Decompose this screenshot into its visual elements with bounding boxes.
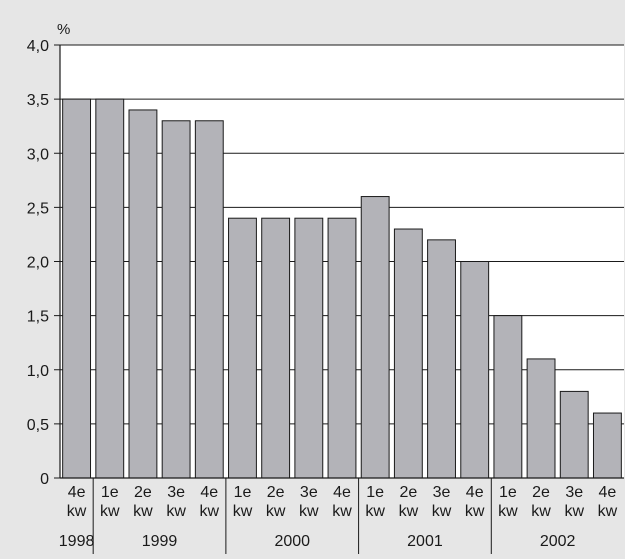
y-tick-label: 1,0 [27,363,49,380]
x-tick-label-quarter: 3e [300,484,318,501]
x-tick-label-quarter: 4e [333,484,351,501]
bar [228,217,257,479]
x-tick-label-sub: kw [564,503,584,520]
bar [95,98,125,479]
x-tick-label-quarter: 3e [167,484,185,501]
y-tick-label: 0,5 [27,417,49,434]
bar [194,120,224,479]
bar [360,196,390,479]
y-tick-label: 4,0 [27,38,49,55]
bars [62,98,622,479]
y-tick-label: 3,0 [27,146,49,163]
y-tick-label: 3,5 [27,92,49,109]
bar [294,217,324,479]
y-tick-labels: 0 0,5 1,0 1,5 2,0 2,5 3,0 3,5 4,0 [27,38,49,488]
x-tick-label-quarter: 2e [532,484,550,501]
x-tick-label-quarter: 4e [466,484,484,501]
x-tick-label-quarter: 1e [366,484,384,501]
x-tick-label-quarter: 4e [68,484,86,501]
x-tick-label-sub: kw [233,503,253,520]
x-tick-label-quarter: 3e [433,484,451,501]
x-tick-label-quarter: 2e [134,484,152,501]
bar [493,315,523,479]
x-tick-label-sub: kw [266,503,286,520]
axes [54,44,624,554]
x-tick-label-sub: kw [465,503,485,520]
x-tick-label-sub: kw [166,503,186,520]
x-tick-label-quarter: 1e [101,484,119,501]
x-tick-label-sub: kw [365,503,385,520]
x-tick-label-quarter: 2e [399,484,417,501]
x-tick-label-quarter: 1e [499,484,517,501]
bar [393,228,423,479]
x-tick-label-quarter: 4e [200,484,218,501]
bar [62,98,92,479]
bar [526,358,556,479]
bar [460,261,490,479]
year-label: 2001 [407,533,443,550]
x-tick-label-sub: kw [299,503,319,520]
year-label: 2000 [274,533,310,550]
year-label: 1999 [142,533,178,550]
x-tick-label-sub: kw [498,503,518,520]
y-tick-label: 1,5 [27,309,49,326]
x-tick-label-sub: kw [200,503,220,520]
y-tick-label: 0 [40,471,49,488]
x-tick-label-sub: kw [531,503,551,520]
x-tick-labels: 4e kw 1e kw 2e kw 3e kw 4e kw 1e kw 2e kw 3e kw 4e kw 1e kw… [67,484,618,520]
y-tick-label: 2,5 [27,200,49,217]
x-tick-label-quarter: 2e [267,484,285,501]
year-labels: 1998 1999 2000 2001 2002 [59,533,576,550]
year-label: 2002 [540,533,576,550]
bar [427,239,456,479]
x-tick-label-quarter: 4e [599,484,617,501]
bar [161,120,191,479]
x-tick-label-quarter: 3e [565,484,583,501]
y-unit-label: % [57,21,70,38]
bar [128,109,158,479]
year-label: 1998 [59,533,95,550]
bar [592,412,622,479]
x-tick-label-sub: kw [399,503,419,520]
x-tick-label-sub: kw [332,503,352,520]
bar [327,217,357,479]
x-tick-label-sub: kw [432,503,452,520]
y-tick-label: 2,0 [27,255,49,272]
x-tick-label-sub: kw [133,503,153,520]
x-tick-label-sub: kw [67,503,87,520]
bar [559,390,589,479]
x-tick-label-sub: kw [598,503,618,520]
x-tick-label-sub: kw [100,503,120,520]
bar [261,217,291,479]
x-tick-label-quarter: 1e [234,484,252,501]
